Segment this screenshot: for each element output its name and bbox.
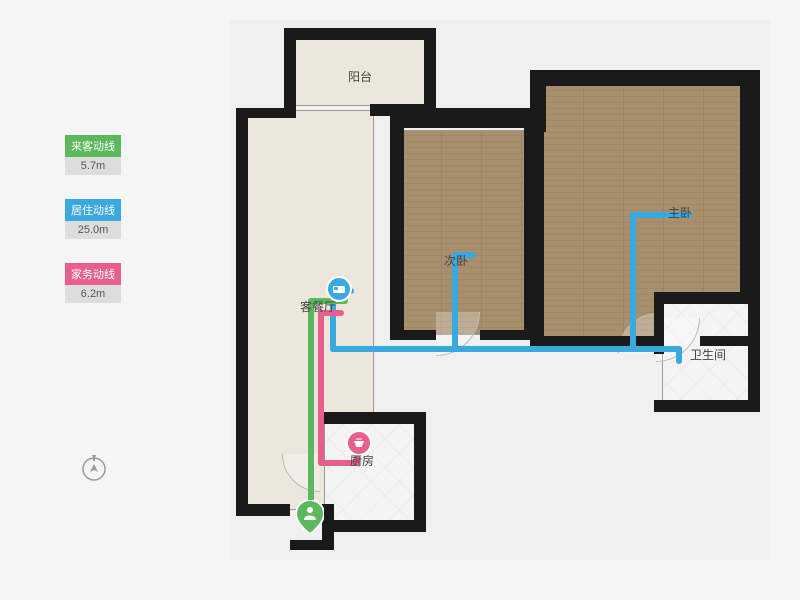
wall [322,520,426,532]
path-segment [308,298,314,512]
legend-item-house: 家务动线 6.2m [65,263,121,303]
wall [654,400,760,412]
legend-label: 来客动线 [65,135,121,157]
wall [414,412,426,532]
floorplan: 阳台客餐厅次卧主卧卫生间厨房 [230,20,770,560]
room-bed2 [400,130,528,335]
wall [530,70,546,132]
wall [284,28,296,114]
path-segment [452,252,458,352]
wall [748,292,760,412]
wall [530,70,750,86]
legend-label: 居住动线 [65,199,121,221]
wall [740,70,760,298]
room-balcony [290,38,430,106]
path-segment [318,310,324,466]
wall [390,108,540,128]
compass-icon [80,455,108,488]
wall [654,292,760,304]
wall [236,108,248,512]
legend-item-living: 居住动线 25.0m [65,199,121,239]
wall [236,108,296,118]
legend-value: 25.0m [65,221,121,239]
entry-icon [296,500,324,534]
wall [236,504,290,516]
wall [390,108,404,338]
path-segment [630,212,692,218]
path-segment [676,346,682,364]
legend-value: 6.2m [65,285,121,303]
sofa-icon [326,276,352,302]
pot-icon [346,430,372,456]
wall [290,540,334,550]
wall [654,292,664,354]
legend-value: 5.7m [65,157,121,175]
wall [524,124,544,340]
path-segment [630,212,636,352]
wall [390,330,436,340]
path-segment [452,252,476,258]
legend-item-guest: 来客动线 5.7m [65,135,121,175]
wall [424,28,436,114]
legend: 来客动线 5.7m 居住动线 25.0m 家务动线 6.2m [65,135,121,327]
legend-label: 家务动线 [65,263,121,285]
wall [284,28,434,40]
wall [322,412,426,424]
path-segment [318,310,344,316]
